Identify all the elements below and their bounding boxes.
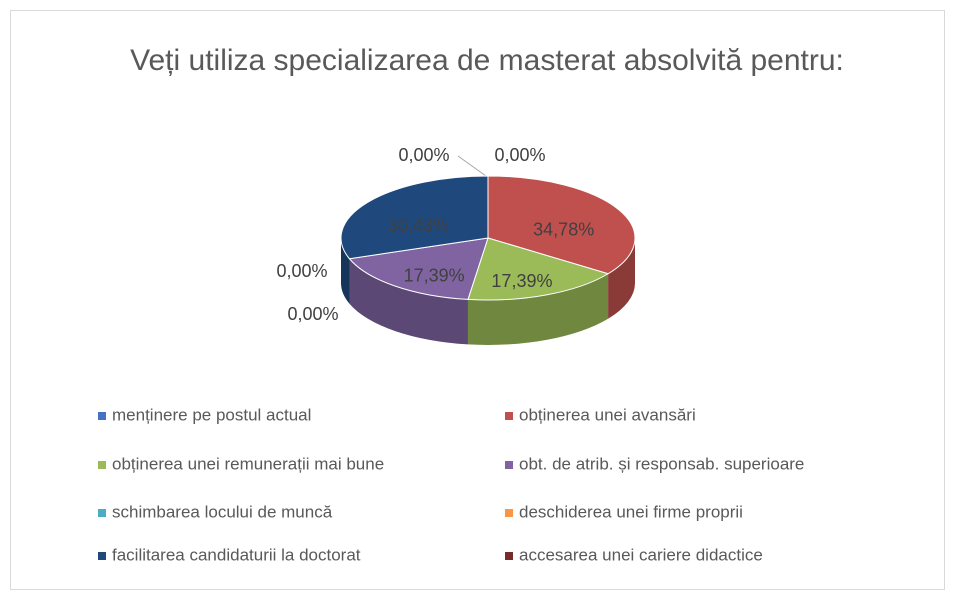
- legend-swatch: [505, 461, 513, 469]
- legend-label: menținere pe postul actual: [112, 405, 311, 424]
- legend-label: facilitarea candidaturii la doctorat: [112, 545, 361, 564]
- slice: [467, 237, 610, 301]
- legend-swatch: [505, 412, 513, 420]
- data-label: 17,39%: [491, 271, 552, 291]
- chart-title: Veți utiliza specializarea de masterat a…: [130, 44, 844, 77]
- legend-swatch: [98, 509, 106, 517]
- legend-swatch: [98, 552, 106, 560]
- data-label: 34,78%: [533, 220, 594, 240]
- leader-line: [457, 155, 487, 177]
- legend-label: obt. de atrib. și responsab. superioare: [519, 454, 804, 473]
- data-label: 30,43%: [388, 215, 449, 235]
- legend-swatch: [98, 412, 106, 420]
- legend-label: obținerea unei avansări: [519, 405, 696, 424]
- legend-label: obținerea unei remunerații mai bune: [112, 454, 384, 473]
- legend-swatch: [505, 509, 513, 517]
- slice-side: [341, 238, 350, 304]
- legend-swatch: [98, 461, 106, 469]
- slice-side: [467, 273, 609, 345]
- data-label: 17,39%: [404, 266, 465, 286]
- slice: [487, 175, 636, 275]
- legend-label: accesarea unei cariere didactice: [519, 545, 763, 564]
- slice-side: [608, 238, 635, 319]
- data-label: 0,00%: [287, 304, 338, 324]
- legend-label: schimbarea locului de muncă: [112, 502, 333, 521]
- legend-swatch: [505, 552, 513, 560]
- slice: [348, 237, 489, 300]
- data-label: 0,00%: [494, 145, 545, 165]
- legend-label: deschiderea unei firme proprii: [519, 502, 743, 521]
- data-label: 0,00%: [276, 261, 327, 281]
- data-label: 0,00%: [398, 145, 449, 165]
- slice: [340, 175, 489, 260]
